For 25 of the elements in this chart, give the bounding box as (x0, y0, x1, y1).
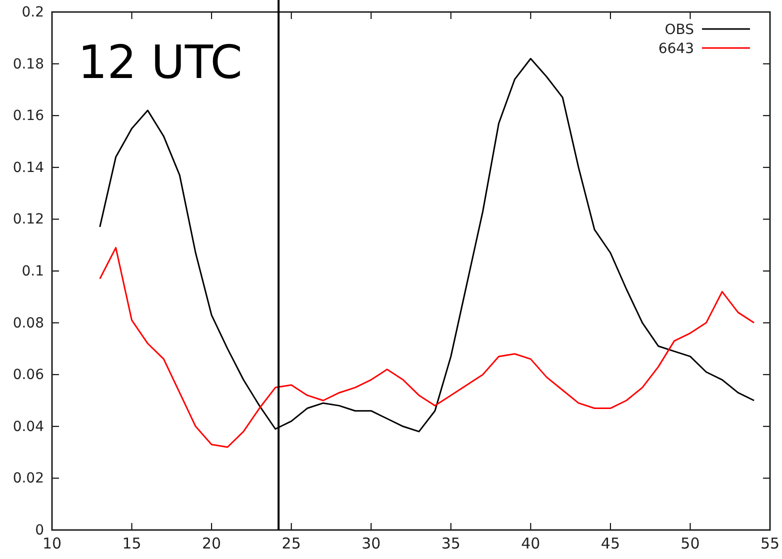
y-tick-label: 0.18 (12, 56, 44, 72)
x-tick-label: 25 (282, 534, 301, 553)
y-tick-label: 0.06 (12, 367, 44, 384)
y-tick-label: 0.02 (12, 470, 44, 487)
annotation: 12 UTC (78, 35, 242, 89)
x-tick-label: 45 (600, 534, 620, 553)
legend-label: 6643 (658, 41, 694, 57)
x-tick-label: 55 (760, 534, 780, 553)
y-tick-label: 0.08 (12, 315, 44, 332)
y-tick-label: 0 (35, 522, 44, 538)
x-tick-label: 30 (362, 534, 381, 553)
y-tick-label: 0.14 (12, 160, 44, 176)
x-tick-label: 10 (42, 534, 62, 553)
x-tick-label: 20 (202, 534, 222, 553)
x-tick-label: 35 (441, 534, 460, 553)
x-tick-label: 50 (680, 534, 700, 553)
y-tick-label: 0.04 (12, 418, 44, 435)
line-series (99, 246, 755, 448)
x-tick-label: 40 (521, 534, 540, 553)
y-tick-label: 0.16 (12, 108, 44, 124)
legend-label: OBS (664, 22, 694, 38)
x-tick-label: 15 (122, 534, 142, 553)
y-tick-label: 0.1 (22, 263, 44, 280)
y-tick-label: 0.2 (22, 4, 44, 20)
y-tick-label: 0.12 (12, 212, 44, 228)
